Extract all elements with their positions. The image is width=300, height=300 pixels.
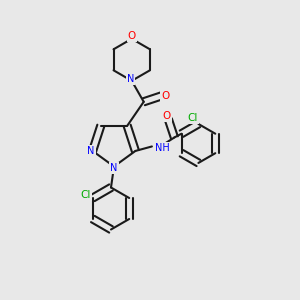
Text: Cl: Cl bbox=[80, 190, 91, 200]
Text: NH: NH bbox=[155, 143, 170, 153]
Text: Cl: Cl bbox=[187, 113, 198, 123]
Text: N: N bbox=[87, 146, 95, 156]
Text: O: O bbox=[163, 111, 171, 121]
Text: N: N bbox=[127, 74, 134, 84]
Text: O: O bbox=[128, 32, 136, 41]
Text: N: N bbox=[110, 163, 118, 173]
Text: O: O bbox=[161, 91, 170, 101]
